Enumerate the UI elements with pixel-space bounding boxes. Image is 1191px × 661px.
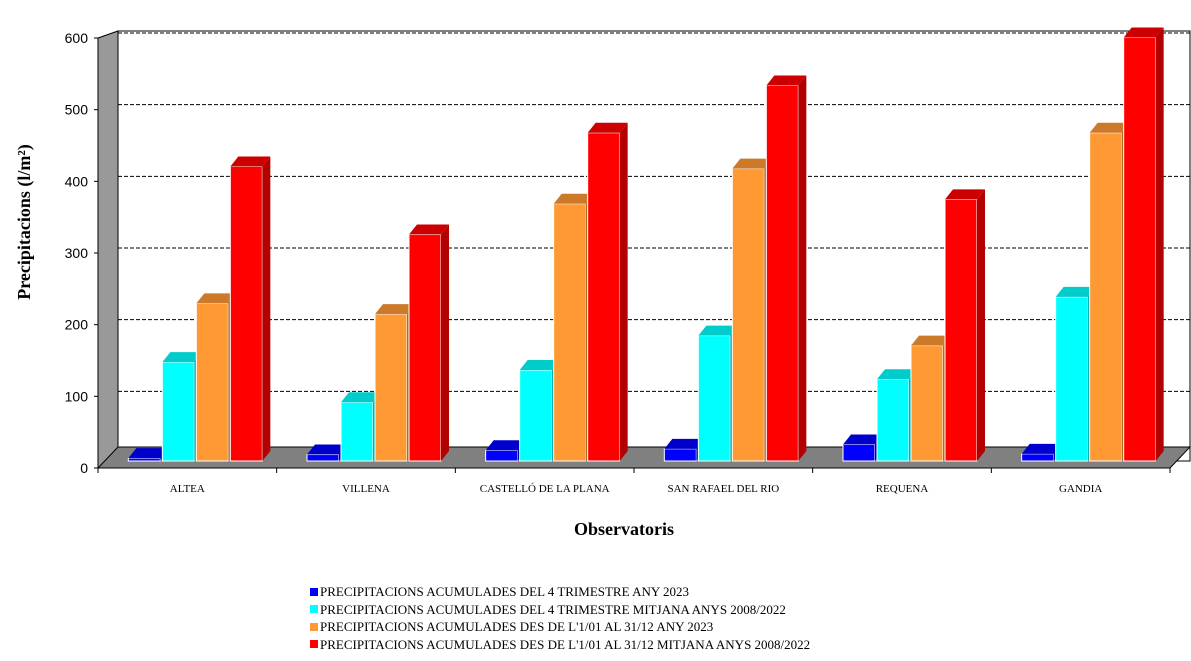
legend-label: PRECIPITACIONS ACUMULADES DES DE L'1/01 … <box>320 619 714 634</box>
bar-top <box>519 359 560 370</box>
gridlines <box>118 32 1190 392</box>
bar-front <box>663 448 697 462</box>
bar-top <box>553 193 594 204</box>
bar-top <box>698 325 739 336</box>
bar-top <box>843 434 883 445</box>
bar-front <box>1021 453 1055 462</box>
bar-side <box>798 75 807 461</box>
bar-front <box>195 302 229 462</box>
y-tick-label: 100 <box>65 388 89 404</box>
bar-top <box>945 189 985 200</box>
bar-top <box>375 304 415 315</box>
bar-front <box>1055 296 1089 462</box>
legend-swatch <box>310 587 318 596</box>
legend-item: PRECIPITACIONS ACUMULADES DEL 4 TRIMESTR… <box>310 583 810 601</box>
bar-front <box>519 369 553 462</box>
legend-swatch <box>310 605 318 614</box>
legend-item: PRECIPITACIONS ACUMULADES DEL 4 TRIMESTR… <box>310 601 810 619</box>
bar-top <box>409 224 449 235</box>
bar-top <box>485 440 526 451</box>
back-wall <box>117 30 1191 462</box>
y-tick-label: 200 <box>65 317 89 333</box>
x-tick-label: ALTEA <box>170 483 205 495</box>
bar-front <box>374 313 408 462</box>
bar <box>587 122 628 462</box>
bar-front <box>910 345 944 462</box>
bar <box>944 189 985 462</box>
y-tick-label: 600 <box>65 30 89 46</box>
bar-front <box>876 378 910 462</box>
bar-front <box>340 401 374 462</box>
bar-top <box>128 448 169 459</box>
legend-label: PRECIPITACIONS ACUMULADES DEL 4 TRIMESTR… <box>320 584 690 599</box>
bar-side <box>619 122 628 462</box>
x-tick-label: GANDIA <box>1059 483 1102 495</box>
bar <box>1123 27 1164 462</box>
y-axis-ticks: 0 100 200 300 400 500 600 <box>65 30 98 476</box>
bar-front <box>944 198 978 462</box>
legend-label: PRECIPITACIONS ACUMULADES DEL 4 TRIMESTR… <box>320 601 786 617</box>
bar-top <box>1021 443 1062 454</box>
bar-front <box>127 457 161 462</box>
bar-front <box>587 132 621 462</box>
side-wall <box>97 30 119 469</box>
legend-item: PRECIPITACIONS ACUMULADES DES DE L'1/01 … <box>310 636 810 654</box>
bar-side <box>441 224 449 461</box>
bar-front <box>1089 132 1123 462</box>
bar-front <box>697 335 731 462</box>
bar-front <box>731 168 765 462</box>
bar-side <box>1155 27 1164 461</box>
x-axis-title: Observatoris <box>574 519 674 539</box>
bar-side <box>977 189 985 461</box>
bar-top <box>162 352 203 363</box>
legend: PRECIPITACIONS ACUMULADES DEL 4 TRIMESTR… <box>310 583 810 653</box>
x-axis-categories: ALTEA VILLENA CASTELLÓ DE LA PLANA SAN RAFA… <box>97 468 1171 495</box>
legend-swatch <box>310 640 318 649</box>
bar-top <box>1055 286 1096 297</box>
bar-top <box>1089 122 1130 133</box>
y-axis-title: Precipitacions (l/m²) <box>14 144 35 300</box>
bar-front <box>161 361 195 462</box>
x-tick-label: SAN RAFAEL DEL RIO <box>667 483 779 495</box>
bar-front <box>842 444 876 462</box>
y-tick-label: 300 <box>65 245 89 261</box>
bar-top <box>766 75 807 86</box>
y-tick-label: 500 <box>65 102 89 118</box>
y-tick-label: 0 <box>80 460 88 476</box>
bar <box>229 156 271 462</box>
bar-top <box>587 122 628 133</box>
bar <box>765 75 807 462</box>
y-tick-label: 400 <box>65 173 89 189</box>
bar-top <box>230 156 271 167</box>
x-tick-label: CASTELLÓ DE LA PLANA <box>480 483 610 495</box>
bar-front <box>485 449 519 462</box>
bar-front <box>408 234 442 462</box>
bar-front <box>306 454 340 462</box>
legend-label: PRECIPITACIONS ACUMULADES DES DE L'1/01 … <box>320 636 811 652</box>
bar-top <box>341 392 381 403</box>
bar-front <box>765 84 799 462</box>
bar-front <box>553 203 587 462</box>
x-tick-label: REQUENA <box>876 483 929 495</box>
bar-top <box>664 438 705 449</box>
bar-top <box>1123 27 1164 38</box>
legend-item: PRECIPITACIONS ACUMULADES DES DE L'1/01 … <box>310 618 810 636</box>
bar-top <box>732 158 773 169</box>
bar-top <box>196 293 237 304</box>
bar-front <box>229 165 263 462</box>
bar-side <box>262 156 271 461</box>
bar-front <box>1123 36 1157 462</box>
bar <box>408 224 449 462</box>
bars <box>127 27 1164 462</box>
x-tick-label: VILLENA <box>342 483 390 495</box>
bar-top <box>307 444 347 455</box>
bar-top <box>911 335 951 346</box>
bar-top <box>877 369 917 380</box>
legend-swatch <box>310 622 318 631</box>
